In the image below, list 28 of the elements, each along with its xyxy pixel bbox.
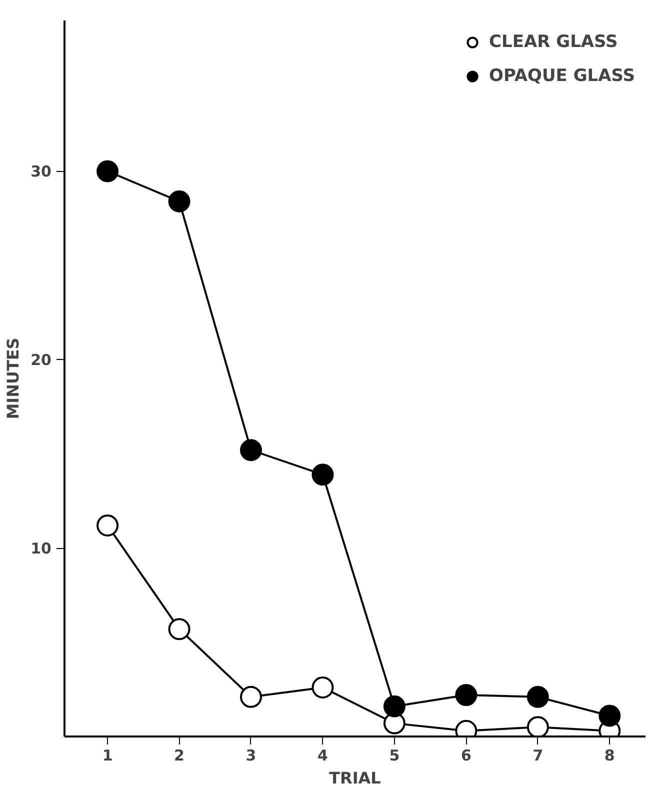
point xyxy=(455,684,478,706)
x-axis-title: TRIAL xyxy=(329,768,381,788)
x-tick-label: 8 xyxy=(604,746,615,764)
point xyxy=(96,514,119,536)
y-axis-title: MINUTES xyxy=(4,338,23,420)
x-tick-label: 3 xyxy=(246,746,256,764)
x-tick-label: 5 xyxy=(389,746,400,764)
point xyxy=(312,464,334,486)
y-tick-label: 20 xyxy=(30,351,52,370)
legend-label: CLEAR GLASS xyxy=(489,32,618,52)
point xyxy=(312,676,334,698)
point xyxy=(383,695,406,718)
legend-label: OPAQUE GLASS xyxy=(489,66,635,86)
point xyxy=(526,716,549,736)
x-tick-label: 4 xyxy=(318,746,328,764)
y-tick-label: 30 xyxy=(30,162,52,181)
x-tick-label: 2 xyxy=(174,746,184,764)
point xyxy=(240,439,262,462)
point xyxy=(168,618,190,640)
x-tick-label: 1 xyxy=(102,746,113,764)
y-tick-label: 10 xyxy=(30,540,52,558)
point xyxy=(598,704,621,727)
x-tick-label: 7 xyxy=(532,746,544,764)
point xyxy=(96,160,119,182)
point xyxy=(240,686,262,708)
x-tick-label: 6 xyxy=(460,746,472,764)
point xyxy=(526,686,549,708)
point xyxy=(168,190,190,212)
